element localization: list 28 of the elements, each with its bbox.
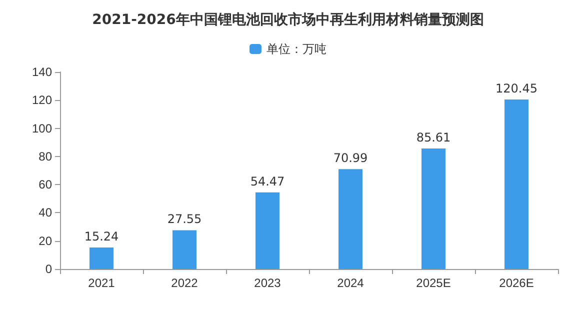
data-label: 85.61	[416, 130, 451, 145]
legend-label: 单位：万吨	[266, 42, 326, 56]
chart-title: 2021-2026年中国锂电池回收市场中再生利用材料销量预测图	[92, 11, 484, 28]
x-tick-label: 2023	[254, 276, 282, 290]
bar	[90, 248, 114, 269]
data-label: 15.24	[84, 230, 119, 244]
y-tick-label: 40	[38, 206, 52, 220]
data-label: 120.45	[496, 82, 538, 96]
bar	[504, 100, 528, 269]
x-tick-label: 2024	[337, 276, 364, 290]
data-label: 27.55	[167, 212, 202, 226]
bar	[338, 169, 362, 269]
x-tick-label: 2025E	[416, 276, 451, 290]
bar	[172, 230, 196, 269]
bar	[256, 192, 280, 269]
y-tick-label: 100	[32, 121, 52, 136]
x-tick-label: 2022	[171, 276, 198, 290]
y-tick-label: 140	[32, 65, 52, 79]
y-tick-label: 120	[32, 93, 52, 108]
x-tick-label: 2021	[88, 276, 116, 290]
y-tick-label: 60	[38, 178, 52, 192]
y-tick-label: 20	[38, 234, 52, 248]
data-label: 54.47	[250, 174, 285, 188]
data-label: 70.99	[333, 151, 368, 166]
x-tick-label: 2026E	[499, 276, 534, 290]
y-tick-label: 80	[38, 149, 52, 164]
y-tick-label: 0	[45, 262, 52, 276]
bar	[422, 148, 446, 269]
